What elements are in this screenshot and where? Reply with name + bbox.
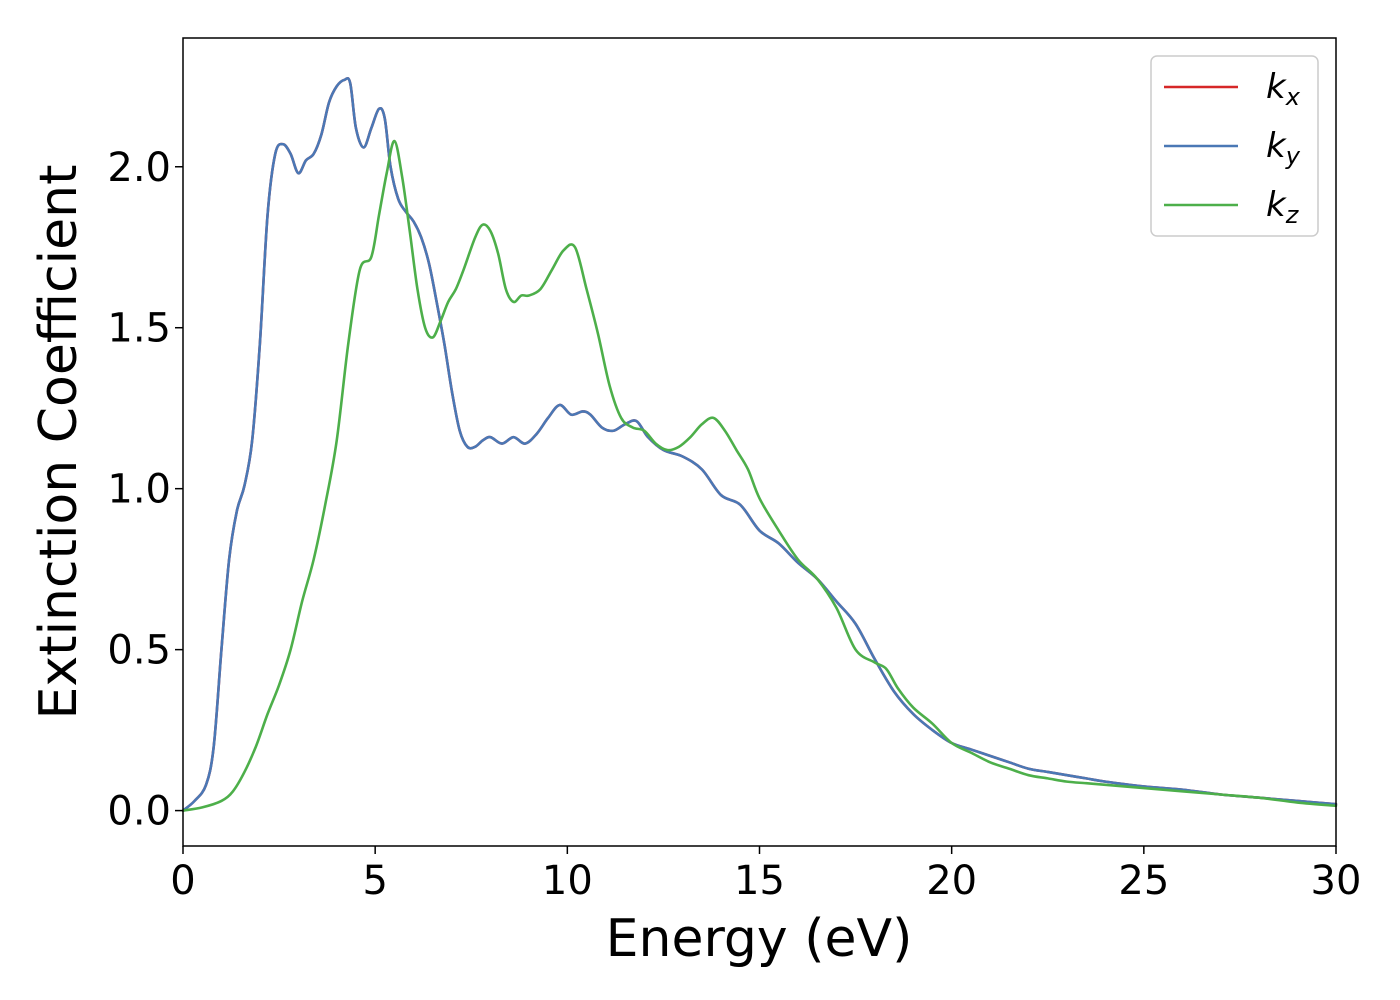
x-tick-label: 20 xyxy=(926,858,977,904)
x-tick-label: 15 xyxy=(734,858,785,904)
x-tick-label: 10 xyxy=(542,858,593,904)
x-tick-label: 30 xyxy=(1311,858,1362,904)
x-axis-label: Energy (eV) xyxy=(606,909,913,969)
y-tick-label: 0.0 xyxy=(107,789,171,835)
y-axis-label: Extinction Coefficient xyxy=(29,165,89,720)
legend-label-k-z: kz xyxy=(1266,185,1300,229)
legend-label-k-x: kx xyxy=(1266,67,1301,111)
y-tick-label: 1.0 xyxy=(107,467,171,513)
legend-label-k-y: ky xyxy=(1266,126,1301,170)
x-tick-label: 25 xyxy=(1118,858,1169,904)
legend: kx ky kz xyxy=(1150,55,1319,237)
y-tick-label: 2.0 xyxy=(107,145,171,191)
x-axis-ticks: 0 5 10 15 20 25 30 xyxy=(170,846,1361,904)
legend-items: kx ky kz xyxy=(1164,67,1301,229)
y-axis-ticks: 0.0 0.5 1.0 1.5 2.0 xyxy=(107,145,183,835)
y-tick-label: 0.5 xyxy=(107,628,171,674)
x-tick-label: 5 xyxy=(362,858,387,904)
x-tick-label: 0 xyxy=(170,858,195,904)
y-tick-label: 1.5 xyxy=(107,306,171,352)
series-lines xyxy=(181,76,1338,812)
series-line-k-z xyxy=(181,139,1338,812)
